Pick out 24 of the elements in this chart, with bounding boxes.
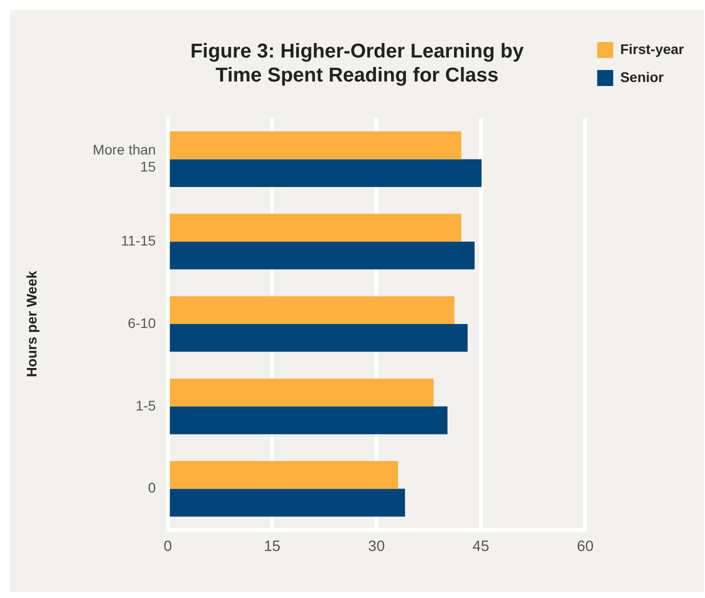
bar bbox=[170, 406, 448, 434]
legend-label: Senior bbox=[620, 68, 664, 85]
y-axis-title: Hours per Week bbox=[23, 270, 40, 378]
bar bbox=[170, 242, 475, 270]
bar bbox=[170, 460, 398, 489]
y-tick-label: 6-10 bbox=[128, 314, 156, 331]
chart-title: Figure 3: Higher-Order Learning by Time Spent Reading for Class bbox=[190, 40, 525, 87]
bar bbox=[170, 159, 482, 188]
x-tick-label: 30 bbox=[368, 538, 385, 556]
legend-label: First-year bbox=[620, 40, 685, 57]
x-tick-label: 60 bbox=[576, 538, 594, 556]
bar bbox=[170, 296, 454, 324]
y-tick-label: 1-5 bbox=[136, 397, 156, 414]
x-tick-label: 15 bbox=[264, 538, 281, 556]
bar bbox=[170, 214, 462, 242]
y-tick-label: More than 15 bbox=[92, 142, 156, 174]
bar bbox=[170, 378, 434, 406]
bar bbox=[170, 324, 468, 352]
x-tick-label: 45 bbox=[472, 538, 490, 556]
y-tick-label: 0 bbox=[148, 480, 156, 496]
bar bbox=[170, 131, 462, 160]
y-tick-label: 11-15 bbox=[121, 232, 156, 248]
x-tick-label: 0 bbox=[164, 538, 172, 556]
bar bbox=[170, 488, 406, 517]
